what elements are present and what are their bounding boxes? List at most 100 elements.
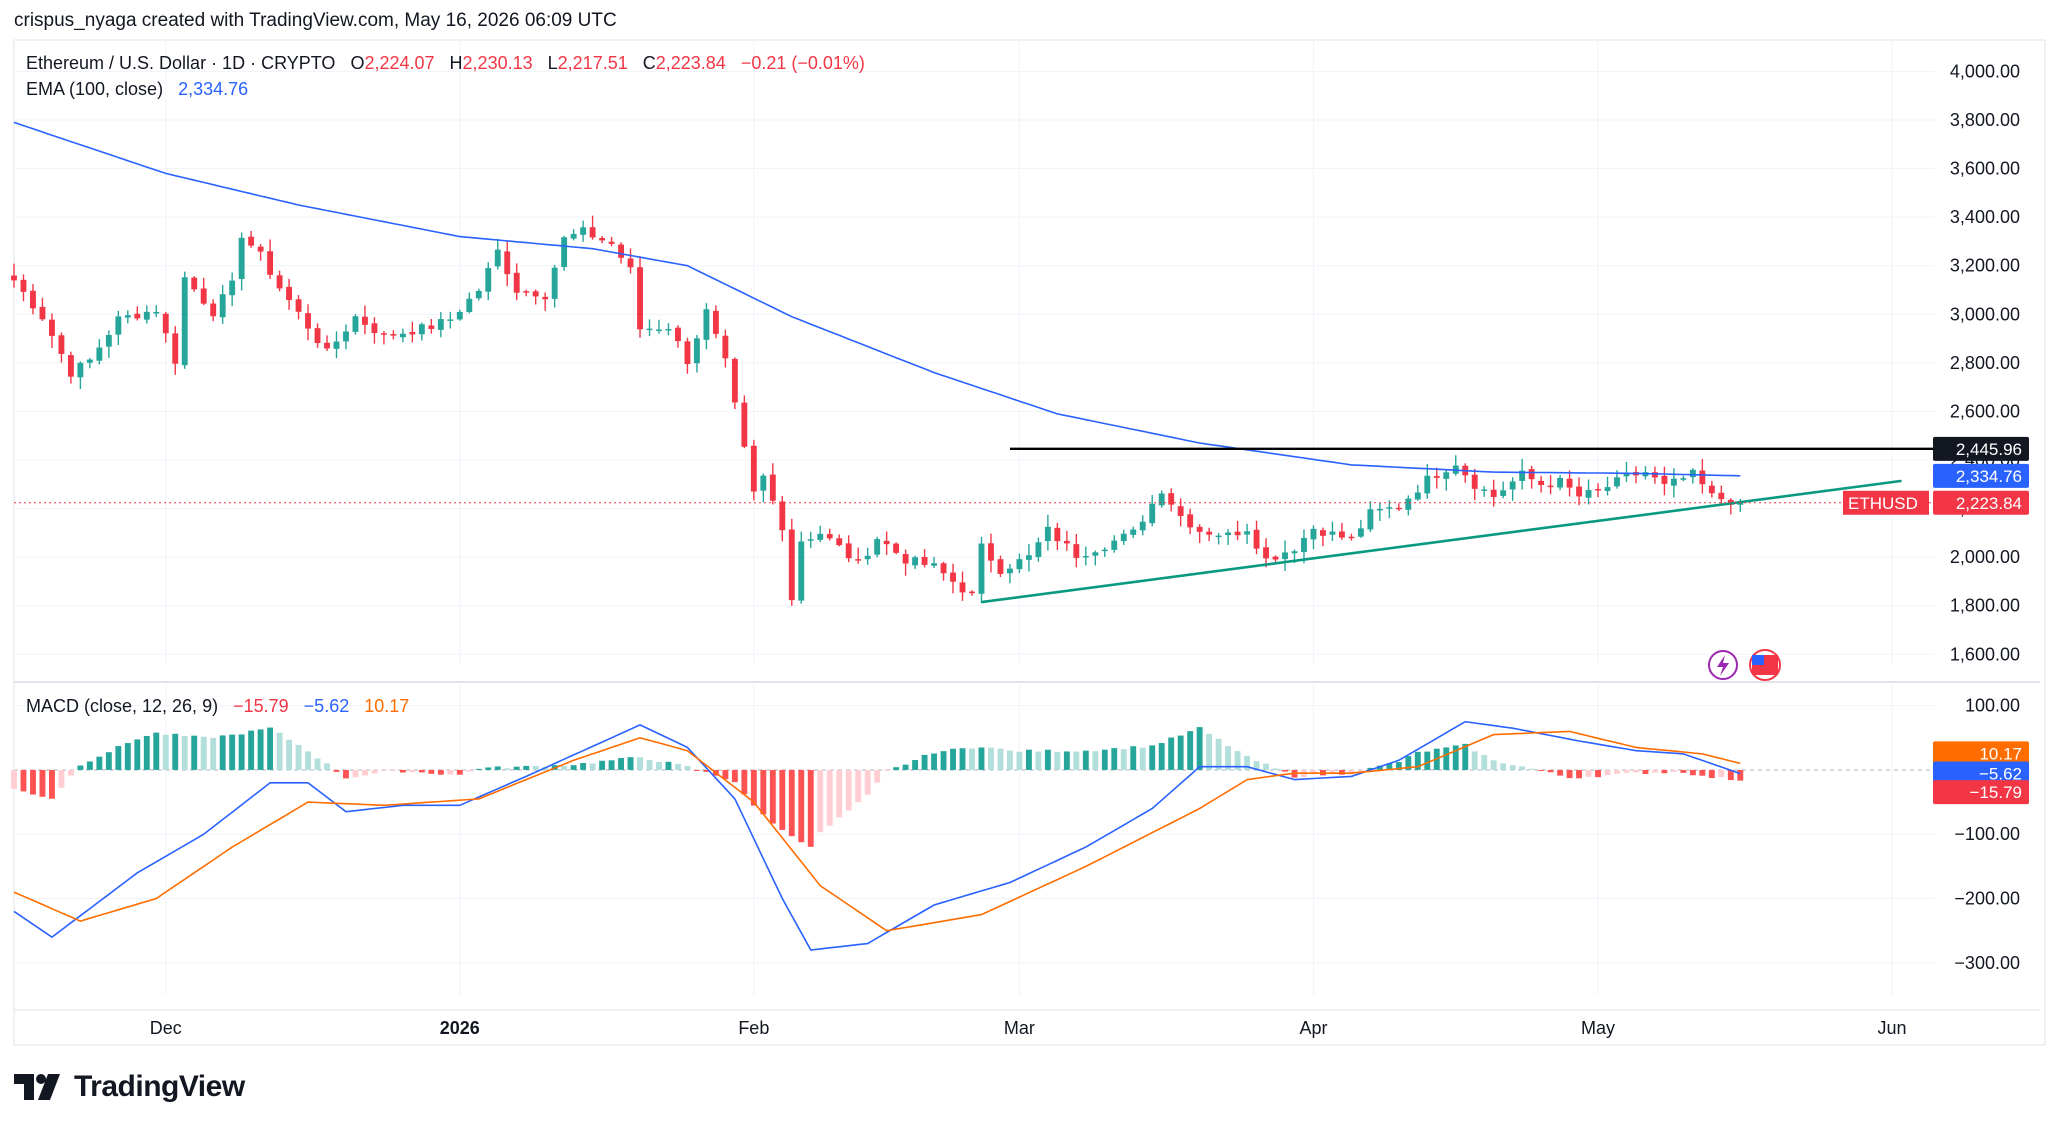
macd-hist-bar	[1158, 743, 1165, 770]
macd-hist-bar	[1689, 769, 1696, 776]
time-tick-label: Jun	[1878, 1018, 1907, 1038]
chart-credit: crispus_nyaga created with TradingView.c…	[14, 10, 617, 31]
macd-hist-bar	[1462, 743, 1469, 770]
candle-body	[67, 355, 74, 377]
macd-axis-label-box	[1933, 780, 2029, 805]
macd-hist-bar	[181, 736, 188, 770]
macd-hist-bar	[153, 732, 160, 770]
chart-frame	[13, 39, 2046, 1046]
macd-hist-bar	[11, 769, 17, 789]
price-axis-label-box	[1933, 463, 2029, 488]
support-trendline	[981, 479, 1902, 604]
macd-hist-bar	[1187, 731, 1194, 770]
macd-hist-bar	[1234, 751, 1241, 770]
candle-body	[124, 315, 131, 318]
candle-body	[49, 319, 55, 336]
macd-signal-value: 10.17	[364, 696, 410, 716]
macd-hist-bar	[874, 769, 881, 783]
macd-hist-bar	[352, 769, 359, 778]
macd-hist-bar	[1225, 746, 1232, 770]
candle-body	[324, 342, 330, 349]
tradingview-logo[interactable]: TradingView	[14, 1070, 245, 1104]
macd-hist-bar	[1737, 769, 1744, 781]
macd-hist-bar	[333, 769, 340, 772]
macd-hist-bar	[1329, 769, 1336, 774]
macd-hist-bar	[1338, 769, 1345, 775]
macd-tick-label: −200.00	[1954, 889, 2020, 909]
macd-hist-bar	[1651, 769, 1658, 773]
candle-body	[1338, 531, 1345, 538]
candle-body	[836, 538, 843, 546]
candle-body	[1092, 552, 1099, 556]
macd-hist-bar	[1614, 769, 1620, 774]
candle-body	[1718, 492, 1725, 500]
candle-body	[845, 543, 852, 559]
candle-body	[1234, 531, 1241, 536]
candle-body	[1443, 472, 1450, 479]
ema-label[interactable]: EMA (100, close)	[26, 79, 164, 99]
symbol-title[interactable]: Ethereum / U.S. Dollar · 1D · CRYPTO	[26, 53, 336, 73]
candle-body	[314, 328, 321, 343]
price-tick-label: 3,600.00	[1950, 159, 2020, 179]
candle-body	[494, 249, 501, 267]
macd-hist-bar	[807, 769, 814, 847]
candle-body	[1547, 485, 1554, 488]
candle-body	[561, 237, 568, 268]
candle-body	[779, 501, 786, 531]
macd-hist-bar	[1177, 735, 1184, 770]
candle-body	[656, 329, 662, 332]
macd-hist-bar	[1082, 750, 1089, 770]
candle-body	[1689, 469, 1696, 478]
macd-hist-bar	[1310, 769, 1317, 775]
candle-body	[1320, 530, 1326, 536]
candle-body	[580, 227, 587, 235]
candle-body	[200, 288, 207, 304]
macd-hist-bar	[1263, 763, 1269, 770]
candle-body	[1120, 533, 1127, 542]
candle-body	[248, 236, 255, 246]
macd-hist-bar	[893, 767, 900, 770]
macd-hist-bar	[172, 733, 179, 770]
macd-label[interactable]: MACD (close, 12, 26, 9)	[26, 696, 219, 716]
candle-body	[902, 554, 909, 564]
macd-hist-bar	[1092, 751, 1099, 770]
macd-hist-bar	[124, 743, 131, 770]
macd-hist-bar	[826, 769, 833, 826]
macd-hist-bar	[1025, 749, 1032, 770]
macd-hist-bar	[741, 769, 748, 795]
macd-hist-bar	[343, 769, 349, 779]
time-tick-label: Dec	[150, 1018, 182, 1038]
macd-hist-bar	[105, 752, 112, 770]
macd-hist-bar	[257, 729, 264, 770]
macd-hist-bar	[1452, 745, 1459, 770]
price-tick-label: 2,800.00	[1950, 353, 2020, 373]
macd-hist-bar	[637, 757, 643, 770]
macd-hist-bar	[1139, 747, 1146, 770]
candle-body	[352, 316, 359, 332]
macd-hist-bar	[362, 769, 368, 776]
macd-hist-bar	[1585, 769, 1592, 777]
candle-body	[504, 251, 511, 275]
macd-hist-bar	[950, 748, 956, 770]
time-tick-label: Apr	[1299, 1018, 1327, 1038]
macd-hist-bar	[219, 735, 226, 770]
candle-body	[931, 563, 937, 566]
candle-body	[1595, 488, 1601, 491]
macd-hist-bar	[286, 739, 293, 770]
price-tick-label: 3,000.00	[1950, 304, 2020, 324]
macd-hist-bar	[1519, 766, 1526, 770]
macd-hist-bar	[371, 769, 378, 774]
candle-body	[1614, 477, 1620, 487]
macd-hist-bar	[731, 769, 738, 783]
macd-legend: MACD (close, 12, 26, 9) −15.79 −5.62 10.…	[26, 696, 409, 717]
price-tick-label: 3,200.00	[1950, 256, 2020, 276]
candle-body	[181, 277, 188, 366]
candle-body	[428, 325, 435, 329]
candle-body	[143, 311, 150, 320]
candle-body	[1680, 478, 1687, 480]
price-tick-label: 3,800.00	[1950, 110, 2020, 130]
price-axis-label: ETHUSD 2,223.84	[1843, 490, 2029, 515]
macd-hist-bar	[1509, 765, 1516, 770]
candle-body	[731, 358, 738, 403]
